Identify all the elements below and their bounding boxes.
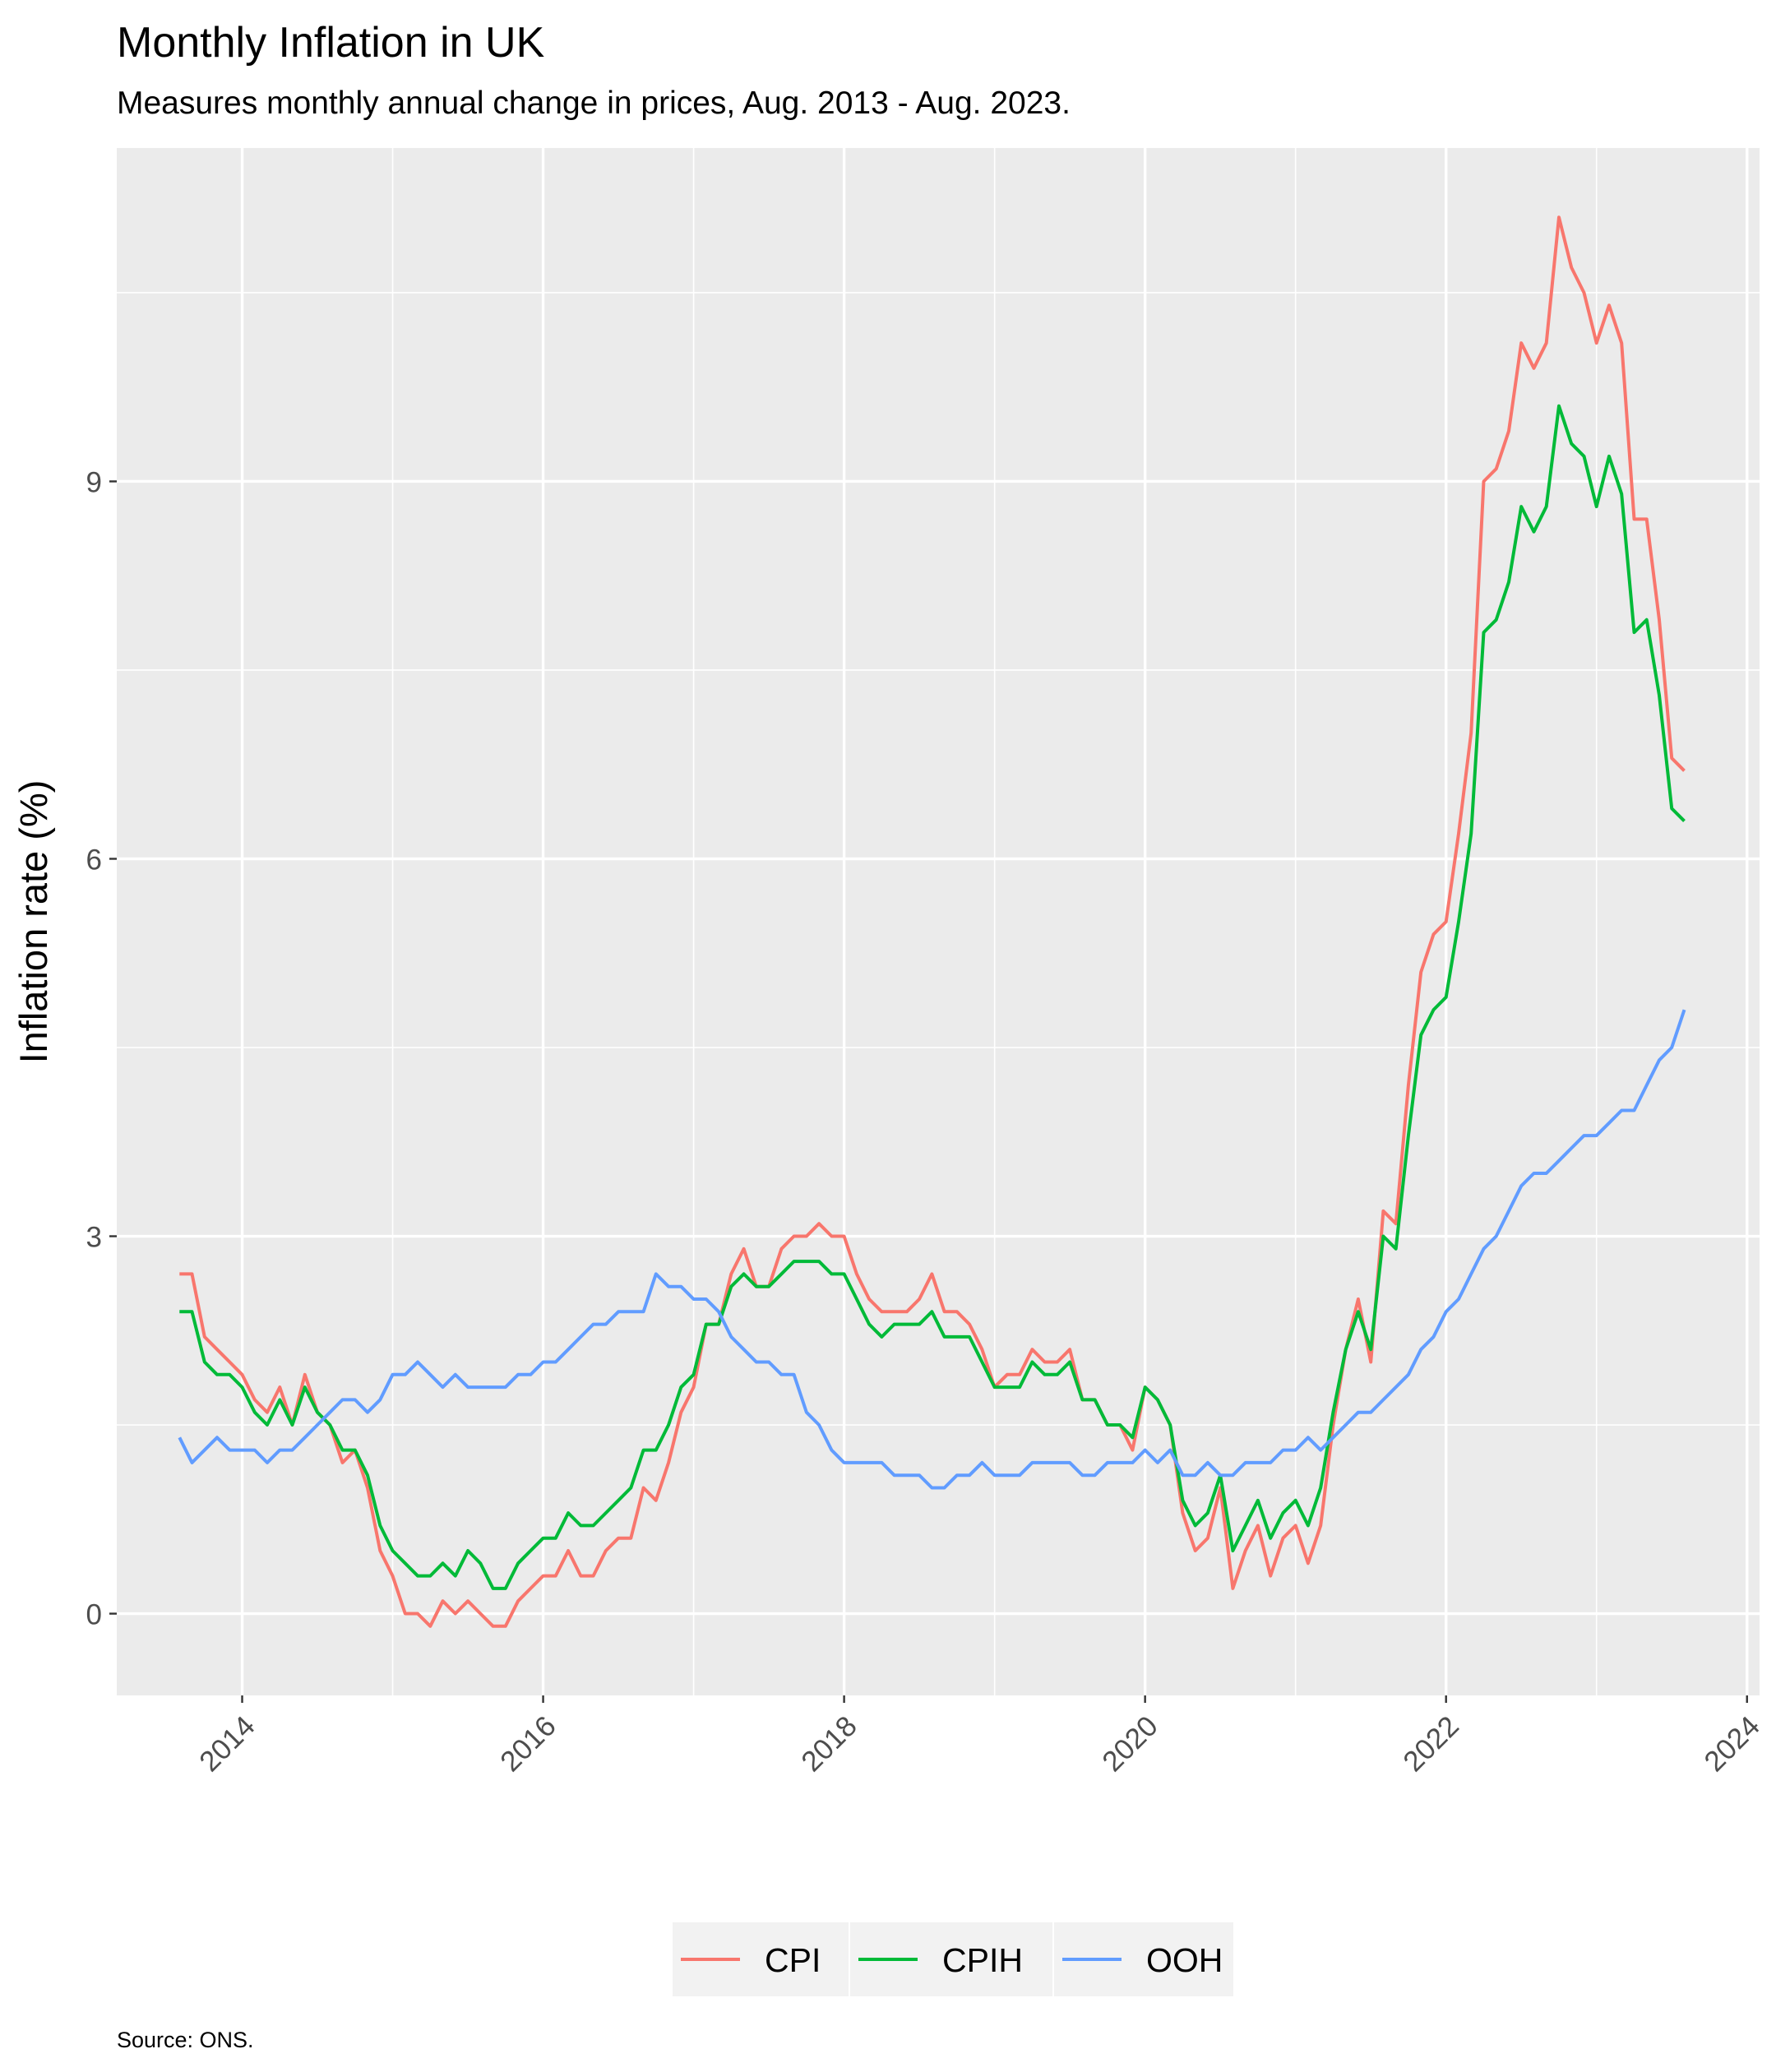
y-tick-label: 3 [86, 1222, 102, 1254]
legend-label-ooh: OOH [1146, 1941, 1223, 1979]
series-lines [178, 215, 1686, 1628]
legend-item-ooh[interactable]: OOH [1054, 1922, 1233, 1996]
grid-minor [117, 148, 1760, 1695]
y-tick-label: 0 [86, 1599, 102, 1631]
legend-label-cpih: CPIH [942, 1941, 1023, 1979]
x-tick-label: 2024 [1698, 1710, 1766, 1778]
y-axis-label: Inflation rate (%) [12, 780, 55, 1064]
y-tick-label: 6 [86, 844, 102, 876]
series-line-cpi [179, 215, 1686, 1628]
series-line-cpih [179, 404, 1686, 1590]
chart-subtitle: Measures monthly annual change in prices… [117, 86, 1071, 121]
legend-label-cpi: CPI [765, 1941, 821, 1979]
legend: CPI CPIH OOH [673, 1922, 1233, 1996]
legend-item-cpi[interactable]: CPI [673, 1922, 849, 1996]
x-tick-label: 2016 [494, 1710, 562, 1778]
x-tick-label: 2020 [1096, 1710, 1164, 1778]
y-axis: 0 3 6 9 [86, 466, 117, 1631]
legend-item-cpih[interactable]: CPIH [850, 1922, 1052, 1996]
y-tick-label: 9 [86, 466, 102, 498]
x-axis: 2014 2016 2018 2020 2022 2024 [193, 1695, 1766, 1778]
x-tick-label: 2014 [193, 1710, 261, 1778]
plot-panel [117, 148, 1760, 1695]
chart-caption: Source: ONS. [117, 2028, 254, 2052]
chart-title: Monthly Inflation in UK [117, 19, 545, 67]
series-line-ooh [178, 1009, 1686, 1490]
x-tick-label: 2018 [795, 1710, 863, 1778]
x-tick-label: 2022 [1397, 1710, 1465, 1778]
